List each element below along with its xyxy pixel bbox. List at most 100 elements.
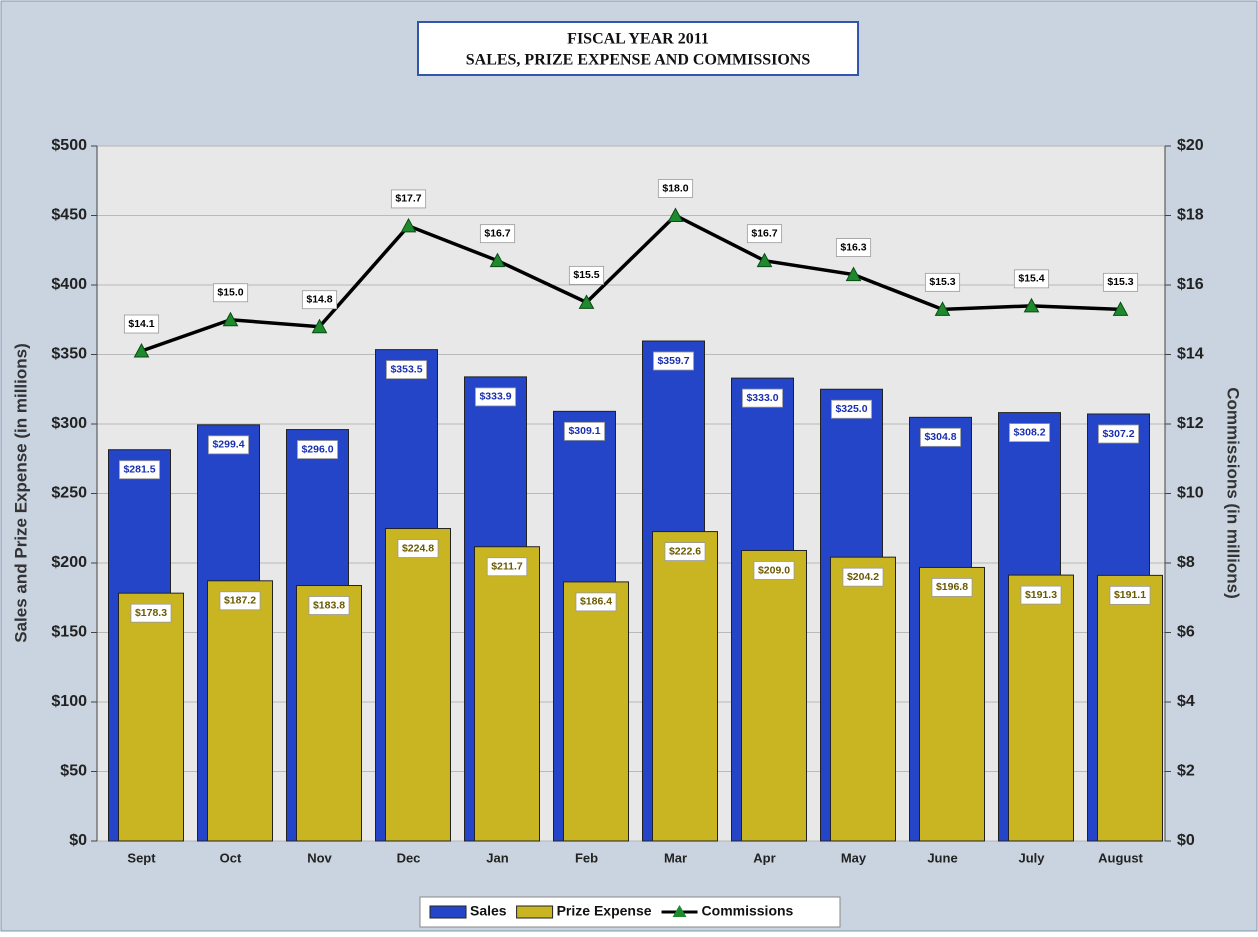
- label-box: [397, 539, 439, 558]
- data-label: $196.8: [936, 581, 968, 593]
- data-label: $333.0: [746, 392, 778, 404]
- x-tick-label: Feb: [575, 850, 598, 865]
- x-tick-label: July: [1018, 850, 1045, 865]
- label-box: [742, 388, 783, 408]
- data-label: $17.7: [395, 193, 421, 205]
- marker: [311, 318, 328, 334]
- data-label: $309.1: [568, 425, 600, 437]
- label-box: [1102, 272, 1139, 292]
- marker: [1023, 297, 1040, 313]
- y-tick-label: $300: [51, 415, 87, 432]
- label-box: [920, 427, 961, 447]
- marker: [1112, 301, 1129, 316]
- y-tick-label: $0: [69, 832, 87, 849]
- y2-tick-label: $10: [1177, 485, 1204, 502]
- label-box: [1109, 585, 1151, 605]
- label-box: [564, 421, 605, 441]
- y-tick-label: $50: [60, 763, 87, 780]
- legend-marker: [672, 905, 687, 917]
- data-label: $359.7: [657, 355, 689, 367]
- label-box: [123, 314, 160, 334]
- bar: [385, 528, 451, 842]
- marker: [667, 207, 684, 222]
- label-box: [390, 189, 427, 209]
- y-tick-label: $350: [51, 346, 87, 363]
- bar: [118, 592, 184, 842]
- data-label: $14.1: [128, 318, 154, 330]
- bar: [296, 585, 362, 842]
- data-label: $307.2: [1102, 428, 1134, 440]
- data-label: $15.3: [929, 276, 955, 288]
- label-box: [297, 440, 338, 459]
- title-box: [417, 21, 859, 76]
- marker: [400, 217, 417, 233]
- data-label: $191.3: [1025, 589, 1057, 601]
- bar: [741, 549, 807, 842]
- y2-tick-label: $16: [1177, 276, 1204, 293]
- y-tick-label: $200: [51, 554, 87, 571]
- x-tick-label: Dec: [397, 850, 421, 865]
- data-label: $222.6: [669, 545, 701, 557]
- data-label: $18.0: [662, 182, 688, 194]
- x-tick-label: Mar: [664, 850, 687, 865]
- legend-swatch: [516, 905, 554, 919]
- data-label: $16.7: [484, 227, 510, 239]
- data-label: $186.4: [580, 596, 612, 608]
- bar: [1097, 574, 1163, 842]
- label-box: [746, 224, 783, 244]
- data-label: $204.2: [847, 571, 879, 583]
- data-label: $15.4: [1018, 273, 1044, 285]
- label-box: [301, 290, 338, 310]
- label-box: [479, 224, 516, 244]
- label-box: [208, 435, 249, 455]
- label-box: [1098, 424, 1139, 444]
- label-box: [657, 179, 694, 198]
- y-tick-label: $100: [51, 693, 87, 710]
- bar: [919, 566, 985, 842]
- data-label: $183.8: [313, 599, 345, 611]
- label-box: [475, 387, 516, 407]
- data-label: $333.9: [479, 391, 511, 403]
- x-tick-label: Oct: [220, 850, 242, 865]
- y2-tick-label: $20: [1177, 137, 1204, 154]
- data-label: $281.5: [123, 463, 155, 475]
- data-label: $15.0: [217, 287, 243, 299]
- y-tick-label: $450: [51, 207, 87, 224]
- data-label: $296.0: [301, 443, 333, 455]
- marker: [845, 266, 862, 282]
- data-label: $308.2: [1013, 426, 1045, 438]
- data-label: $211.7: [491, 561, 523, 573]
- chart-subtitle: SALES, PRIZE EXPENSE AND COMMISSIONS: [466, 52, 811, 69]
- label-box: [1020, 585, 1062, 605]
- data-label: $14.8: [306, 293, 332, 305]
- data-label: $209.0: [758, 564, 790, 576]
- label-box: [486, 557, 528, 577]
- label-box: [575, 592, 617, 612]
- y-tick-label: $500: [51, 137, 87, 154]
- y2-tick-label: $4: [1177, 693, 1195, 710]
- legend-label: Commissions: [702, 903, 794, 919]
- label-box: [831, 399, 872, 419]
- y-axis-label: Sales and Prize Expense (in millions): [11, 343, 30, 642]
- data-label: $16.7: [751, 227, 777, 239]
- marker: [222, 311, 239, 327]
- legend-label: Sales: [470, 903, 507, 919]
- y-tick-label: $250: [51, 485, 87, 502]
- x-tick-label: August: [1098, 850, 1143, 865]
- data-label: $15.5: [573, 269, 599, 281]
- label-box: [753, 561, 795, 580]
- x-tick-label: Sept: [127, 850, 156, 865]
- y2-tick-label: $12: [1177, 415, 1204, 432]
- bar: [207, 580, 273, 842]
- bar: [652, 531, 718, 842]
- label-box: [931, 578, 973, 597]
- marker: [578, 294, 595, 309]
- label-box: [219, 591, 261, 611]
- marker: [133, 342, 150, 358]
- label-box: [653, 351, 694, 371]
- label-box: [130, 603, 172, 623]
- label-box: [119, 460, 160, 480]
- data-label: $16.3: [840, 241, 866, 253]
- legend-swatch: [429, 905, 467, 919]
